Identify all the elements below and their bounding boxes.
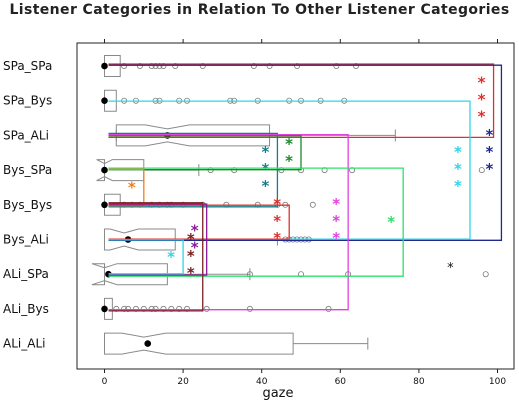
comparison-bracket [108,135,302,171]
box-body [91,263,168,286]
comparison-bracket [108,133,349,311]
category-label: ALi_Bys [3,302,49,316]
significance-star: * [332,229,340,247]
significance-star: * [191,239,199,257]
annotation-star: * [447,261,454,276]
mean-point [101,62,108,70]
significance-star: * [486,126,494,144]
significance-star: * [187,247,195,265]
box-body [115,124,271,147]
category-label: SPa_ALi [3,128,49,142]
outlier-point [246,305,253,312]
significance-star: * [273,212,281,230]
comparison-bracket [108,204,290,240]
significance-star: * [486,160,494,178]
outlier-point [482,271,489,278]
category-label: Bys_ALi [3,233,49,247]
significance-star: * [332,212,340,230]
x-tick-label: 20 [177,377,189,387]
mean-point [101,305,108,313]
significance-star: * [478,91,486,109]
category-label: ALi_ALi [3,337,45,351]
box-body [104,228,176,251]
significance-star: * [187,230,195,248]
significance-star: * [167,248,175,266]
significance-star: * [128,178,136,196]
x-tick-label: 80 [413,377,425,387]
category-label: Bys_Bys [3,198,52,212]
significance-star: * [261,143,269,161]
significance-star: * [191,222,199,240]
significance-star: * [486,143,494,161]
significance-star: * [285,135,293,153]
significance-star: * [273,195,281,213]
significance-star: * [187,264,195,282]
x-axis-label: gaze [262,386,293,401]
category-label: Bys_SPa [3,163,52,177]
outlier-point [478,167,485,174]
category-label: ALi_SPa [3,267,49,281]
outlier-point [309,201,316,208]
mean-point [101,201,108,209]
category-label: SPa_Bys [3,94,52,108]
mean-point [144,340,152,347]
chart-title: Listener Categories in Relation To Other… [9,2,510,18]
significance-star: * [454,160,462,178]
significance-star: * [285,152,293,170]
outlier-point [203,305,210,312]
comparison-bracket [108,64,503,241]
significance-star: * [261,177,269,195]
x-tick-label: 0 [102,377,108,387]
significance-star: * [478,74,486,92]
x-tick-label: 40 [256,377,268,387]
mean-point [101,97,108,104]
x-tick-label: 100 [489,377,506,387]
plot-frame [76,42,515,370]
significance-star: * [454,143,462,161]
significance-star: * [387,213,395,231]
significance-star: * [454,177,462,195]
x-tick-label: 60 [335,377,347,387]
comparison-bracket [108,202,204,312]
comparison-bracket [108,168,145,207]
significance-star: * [273,229,281,247]
comparison-bracket [108,239,184,275]
outlier-point [325,305,332,312]
comparison-bracket [108,203,208,276]
box-body [104,332,294,355]
significance-star: * [332,195,340,213]
comparison-bracket [108,167,404,277]
mean-point [101,166,108,174]
significance-star: * [478,108,486,126]
category-label: SPa_SPa [3,59,52,73]
